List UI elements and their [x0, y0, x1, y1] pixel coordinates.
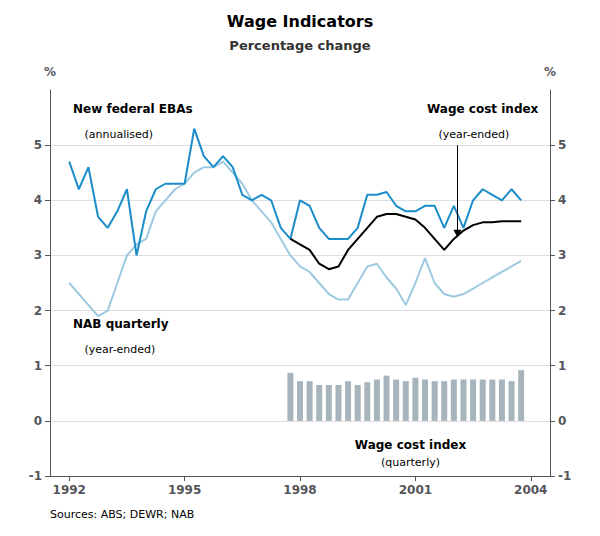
- svg-text:2: 2: [558, 304, 566, 318]
- svg-text:4: 4: [34, 193, 42, 207]
- svg-text:1: 1: [558, 359, 566, 373]
- svg-text:5: 5: [34, 138, 42, 152]
- svg-text:Wage cost index: Wage cost index: [355, 438, 467, 452]
- svg-text:5: 5: [558, 138, 566, 152]
- svg-text:1992: 1992: [53, 483, 86, 497]
- svg-text:2: 2: [34, 304, 42, 318]
- svg-text:3: 3: [558, 248, 566, 262]
- svg-text:Percentage change: Percentage change: [229, 38, 370, 53]
- svg-text:1995: 1995: [168, 483, 201, 497]
- svg-text:Sources: ABS; DEWR; NAB: Sources: ABS; DEWR; NAB: [50, 508, 194, 521]
- svg-text:(annualised): (annualised): [85, 128, 154, 141]
- svg-text:(year-ended): (year-ended): [439, 128, 510, 141]
- svg-text:2004: 2004: [514, 483, 547, 497]
- svg-text:0: 0: [34, 414, 42, 428]
- svg-text:-1: -1: [558, 469, 571, 483]
- svg-text:Wage cost index: Wage cost index: [427, 102, 539, 116]
- svg-text:%: %: [44, 65, 56, 79]
- svg-text:(year-ended): (year-ended): [85, 343, 156, 356]
- svg-text:NAB quarterly: NAB quarterly: [73, 317, 169, 331]
- svg-text:4: 4: [558, 193, 566, 207]
- svg-text:Wage Indicators: Wage Indicators: [227, 12, 373, 31]
- svg-text:1998: 1998: [283, 483, 316, 497]
- svg-text:1: 1: [34, 359, 42, 373]
- svg-text:%: %: [544, 65, 556, 79]
- svg-text:0: 0: [558, 414, 566, 428]
- svg-text:(quarterly): (quarterly): [381, 456, 440, 469]
- svg-text:New federal EBAs: New federal EBAs: [73, 102, 193, 116]
- svg-text:-1: -1: [29, 469, 42, 483]
- svg-text:3: 3: [34, 248, 42, 262]
- svg-text:2001: 2001: [399, 483, 432, 497]
